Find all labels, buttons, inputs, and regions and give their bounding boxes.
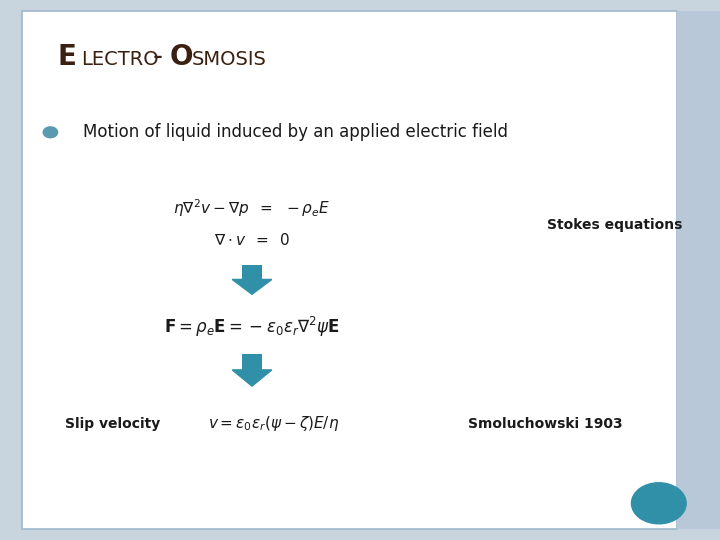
FancyBboxPatch shape	[22, 11, 677, 529]
Circle shape	[43, 127, 58, 138]
Text: $\mathbf{F} = \rho_e \mathbf{E} = -\varepsilon_0 \varepsilon_r \nabla^2 \psi \ma: $\mathbf{F} = \rho_e \mathbf{E} = -\vare…	[164, 315, 340, 339]
Text: $\eta\nabla^2 v - \nabla p \;\;=\;\; -\rho_e E$: $\eta\nabla^2 v - \nabla p \;\;=\;\; -\r…	[174, 197, 330, 219]
Text: -: -	[153, 43, 163, 71]
Text: $\nabla \cdot v \;\;=\;\; 0$: $\nabla \cdot v \;\;=\;\; 0$	[214, 232, 290, 248]
Bar	[242, 354, 262, 370]
Text: O: O	[169, 43, 193, 71]
Text: SMOSIS: SMOSIS	[192, 50, 267, 69]
Polygon shape	[232, 280, 272, 294]
Text: LECTRO: LECTRO	[81, 50, 158, 69]
Text: Smoluchowski 1903: Smoluchowski 1903	[468, 417, 623, 431]
Text: $v = \varepsilon_0 \varepsilon_r (\psi - \zeta) E / \eta$: $v = \varepsilon_0 \varepsilon_r (\psi -…	[208, 414, 339, 434]
FancyBboxPatch shape	[677, 11, 720, 529]
Polygon shape	[232, 370, 272, 386]
Text: Slip velocity: Slip velocity	[65, 417, 160, 431]
Text: E: E	[58, 43, 76, 71]
Bar	[242, 265, 262, 280]
Text: Motion of liquid induced by an applied electric field: Motion of liquid induced by an applied e…	[83, 123, 508, 141]
Text: Stokes equations: Stokes equations	[547, 218, 683, 232]
Circle shape	[631, 483, 686, 524]
